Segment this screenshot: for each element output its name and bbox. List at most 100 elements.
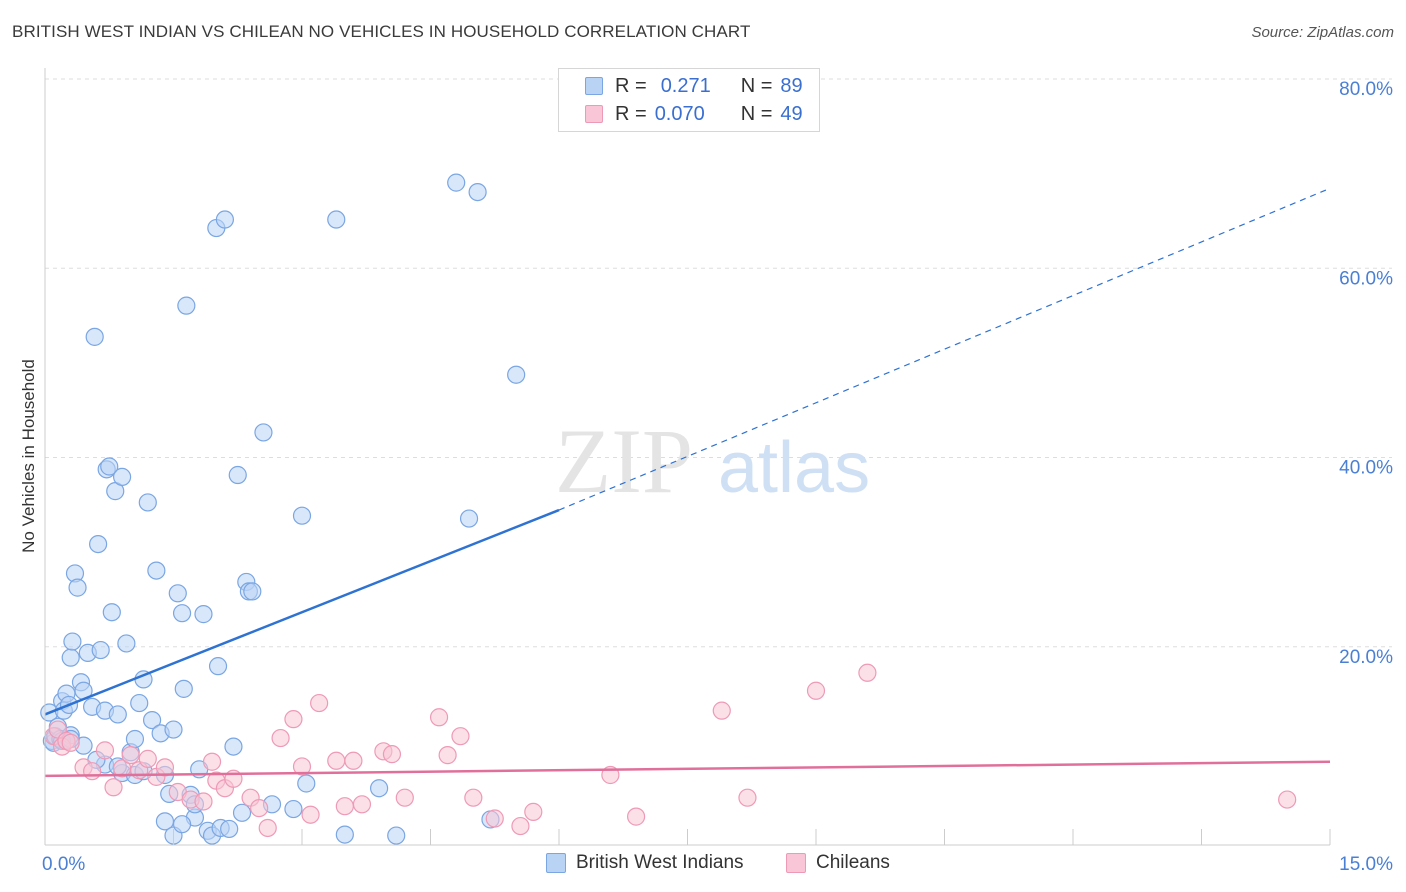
- british-west-indian-point: [254, 423, 273, 442]
- y-tick-label: 20.0%: [1339, 647, 1393, 668]
- chilean-point: [335, 797, 354, 816]
- british-west-indian-point: [297, 774, 316, 793]
- chilean-point: [202, 752, 222, 771]
- british-west-indian-point: [102, 603, 121, 622]
- british-west-indian-point: [220, 819, 239, 839]
- chilean-point: [451, 727, 470, 746]
- british-west-indian-point: [147, 561, 166, 580]
- british-west-indian-point: [447, 173, 466, 192]
- chilean-point: [438, 746, 457, 765]
- legend-row-pink: R = 0.070 N = 49: [559, 101, 803, 127]
- chilean-point: [382, 745, 402, 764]
- british-west-indian-point: [194, 605, 213, 624]
- y-tick-label: 80.0%: [1339, 79, 1393, 100]
- british-west-indian-point: [108, 705, 127, 724]
- legend-r-label: R =: [615, 74, 647, 97]
- british-west-indian-point: [243, 582, 262, 601]
- british-west-indian-point: [85, 327, 104, 346]
- blue-trend-line: [44, 508, 560, 716]
- grid-lines: [45, 78, 1392, 648]
- pink-swatch-icon: [585, 105, 603, 123]
- british-west-indian-point: [177, 296, 196, 315]
- chilean-point: [292, 757, 312, 776]
- y-tick-label: 60.0%: [1339, 268, 1393, 289]
- chilean-point: [511, 816, 530, 836]
- chilean-point: [806, 681, 826, 700]
- british-west-indian-point: [63, 632, 82, 651]
- chilean-point: [284, 710, 303, 729]
- british-west-indian-point: [327, 210, 346, 229]
- british-west-indian-point: [100, 457, 119, 476]
- british-west-indian-point: [130, 693, 149, 713]
- chilean-point: [83, 762, 102, 781]
- chilean-point: [626, 807, 646, 826]
- chilean-point: [464, 788, 483, 807]
- legend-r-value: 0.271: [660, 74, 711, 97]
- chilean-point: [271, 728, 290, 748]
- british-west-indian-point: [91, 640, 110, 660]
- axes: 20.0% 40.0% 60.0% 80.0% 0.0% 15.0%: [42, 68, 1393, 875]
- chilean-point: [301, 805, 320, 824]
- british-west-indian-point: [125, 729, 145, 749]
- blue-series-swatch-icon: [546, 853, 566, 873]
- series-label: Chileans: [816, 852, 890, 873]
- blue-trend-extension: [558, 187, 1331, 511]
- legend-n-value: 89: [780, 74, 803, 97]
- data-points: [40, 173, 1297, 845]
- pink-trend-line: [44, 760, 1331, 778]
- series-legend-pink: Chileans: [786, 852, 890, 874]
- british-west-indian-point: [292, 506, 312, 525]
- british-west-indian-point: [89, 534, 108, 554]
- pink-series-swatch-icon: [786, 853, 806, 873]
- british-west-indian-point: [61, 648, 80, 667]
- british-west-indian-point: [68, 578, 87, 597]
- watermark-zip: ZIP: [555, 410, 693, 512]
- legend-row-blue: R = 0.271 N = 89: [559, 73, 803, 99]
- blue-swatch-icon: [585, 77, 603, 95]
- british-west-indian-point: [174, 679, 193, 698]
- british-west-indian-point: [228, 465, 247, 485]
- series-label: British West Indians: [576, 852, 744, 873]
- chilean-point: [352, 795, 372, 814]
- british-west-indian-point: [112, 467, 132, 487]
- source-credit: Source: ZipAtlas.com: [1251, 24, 1394, 41]
- y-tick-label: 40.0%: [1339, 458, 1393, 479]
- chilean-point: [95, 741, 115, 760]
- chilean-point: [858, 663, 877, 682]
- chilean-point: [258, 818, 277, 838]
- chilean-point: [327, 751, 346, 770]
- x-tick-label: 0.0%: [42, 854, 85, 875]
- chilean-point: [738, 788, 757, 807]
- watermark-atlas: atlas: [718, 428, 870, 508]
- british-west-indian-point: [168, 584, 187, 603]
- british-west-indian-point: [164, 720, 183, 739]
- british-west-indian-point: [232, 803, 252, 822]
- british-west-indian-point: [224, 737, 243, 756]
- chilean-point: [194, 792, 213, 811]
- british-west-indian-point: [459, 509, 479, 528]
- british-west-indian-point: [507, 365, 526, 384]
- legend-n-label: N =: [740, 74, 773, 97]
- chilean-point: [524, 802, 543, 821]
- x-tick-label: 15.0%: [1339, 854, 1393, 875]
- chilean-point: [395, 788, 414, 807]
- chilean-point: [104, 778, 123, 797]
- british-west-indian-point: [335, 825, 354, 844]
- british-west-indian-point: [117, 634, 136, 653]
- chilean-point: [121, 746, 140, 765]
- british-west-indian-point: [208, 657, 228, 676]
- british-west-indian-point: [370, 779, 389, 798]
- chilean-point: [155, 758, 175, 777]
- legend-n-value: 49: [780, 102, 803, 125]
- british-west-indian-point: [142, 710, 162, 730]
- legend-n-label: N =: [740, 102, 773, 125]
- correlation-legend: R = 0.271 N = 89 R = 0.070 N = 49: [558, 68, 820, 132]
- chilean-point: [344, 751, 363, 770]
- watermark: ZIP atlas: [555, 410, 870, 512]
- british-west-indian-point: [172, 815, 192, 834]
- chilean-point: [250, 798, 269, 818]
- chilean-point: [712, 701, 731, 720]
- chilean-point: [310, 693, 329, 713]
- british-west-indian-point: [468, 182, 487, 202]
- series-legend-blue: British West Indians: [546, 852, 744, 874]
